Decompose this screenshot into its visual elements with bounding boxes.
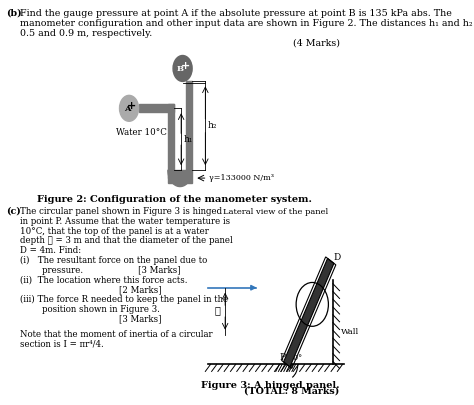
Text: Note that the moment of inertia of a circular: Note that the moment of inertia of a cir… [20,330,213,339]
Text: (iii) The force R needed to keep the panel in the: (iii) The force R needed to keep the pan… [20,295,228,304]
Text: (TOTAL: 8 Marks): (TOTAL: 8 Marks) [244,386,339,395]
Bar [138,104,174,112]
Text: in point P. Assume that the water temperature is: in point P. Assume that the water temper… [20,217,231,226]
Text: D = 4m. Find:: D = 4m. Find: [20,246,82,255]
Text: Lateral view of the panel: Lateral view of the panel [223,208,328,216]
Text: (ii)  The location where this force acts.: (ii) The location where this force acts. [20,275,188,284]
Text: manometer configuration and other input data are shown in Figure 2. The distance: manometer configuration and other input … [20,19,474,28]
Text: pressure.                    [3 Marks]: pressure. [3 Marks] [20,266,181,275]
Text: A: A [124,105,130,113]
Bar [168,104,174,178]
Text: Figure 2: Configuration of the manometer system.: Figure 2: Configuration of the manometer… [37,195,312,204]
Text: B: B [177,66,184,73]
Bar [186,81,192,170]
Text: 10°C, that the top of the panel is at a water: 10°C, that the top of the panel is at a … [20,226,210,236]
Text: 0.5 and 0.9 m, respectively.: 0.5 and 0.9 m, respectively. [20,29,153,38]
Bar [168,170,192,183]
Text: +: + [128,101,137,111]
Text: Wall: Wall [341,328,359,336]
Text: γ=133000 N/m³: γ=133000 N/m³ [209,174,274,182]
Text: Figure 3: A hinged panel.: Figure 3: A hinged panel. [201,382,340,390]
Circle shape [173,55,192,81]
Text: 30°: 30° [288,354,302,362]
Text: Water 10°C: Water 10°C [116,128,167,137]
Text: The circular panel shown in Figure 3 is hinged: The circular panel shown in Figure 3 is … [20,207,223,216]
Circle shape [119,95,138,121]
Text: Find the gauge pressure at point A if the absolute pressure at point B is 135 kP: Find the gauge pressure at point A if th… [20,9,452,18]
Text: (b): (b) [6,9,21,18]
Text: (4 Marks): (4 Marks) [292,38,339,47]
Text: D: D [334,254,341,262]
Text: section is I = πr⁴/4.: section is I = πr⁴/4. [20,340,104,349]
Text: (c): (c) [6,207,20,216]
Text: depth ℓ = 3 m and that the diameter of the panel: depth ℓ = 3 m and that the diameter of t… [20,236,233,245]
Text: ℓ: ℓ [215,307,221,315]
Text: h₁: h₁ [183,135,193,144]
Text: [3 Marks]: [3 Marks] [20,314,162,324]
Text: [2 Marks]: [2 Marks] [20,285,162,294]
Text: P: P [279,354,285,362]
Polygon shape [168,170,192,187]
Text: position shown in Figure 3.: position shown in Figure 3. [20,305,160,313]
Text: h₂: h₂ [208,121,217,130]
Polygon shape [283,258,334,367]
Text: +: + [181,62,190,71]
Text: (i)   The resultant force on the panel due to: (i) The resultant force on the panel due… [20,256,208,265]
